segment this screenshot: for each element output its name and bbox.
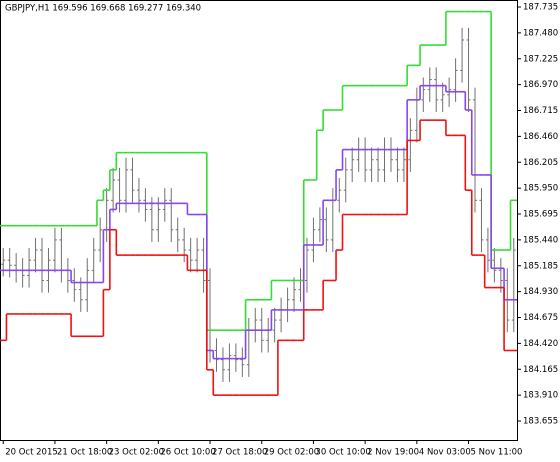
y-tick-label: 185.185 (523, 261, 558, 271)
x-tick-label: 23 Oct 02:00 (109, 448, 164, 458)
y-tick-label: 186.460 (523, 132, 558, 142)
y-tick-label: 187.735 (523, 3, 558, 13)
x-tick-label: 21 Oct 18:00 (57, 448, 112, 458)
x-tick-label: 5 Nov 11:00 (471, 448, 523, 458)
y-tick-label: 186.715 (523, 106, 558, 116)
x-tick-label: 30 Oct 10:00 (315, 448, 370, 458)
x-tick-label: 26 Oct 10:00 (160, 448, 215, 458)
y-tick-label: 185.695 (523, 210, 558, 220)
y-tick-label: 186.205 (523, 158, 558, 168)
y-tick-label: 184.165 (523, 365, 558, 375)
y-tick-label: 187.480 (523, 28, 558, 38)
y-tick-label: 185.440 (523, 235, 558, 245)
y-tick-label: 184.675 (523, 313, 558, 323)
x-tick-label: 4 Nov 03:00 (419, 448, 471, 458)
y-tick-label: 183.910 (523, 391, 558, 401)
y-tick-label: 183.655 (523, 417, 558, 427)
x-tick-label: 20 Oct 2015 (5, 448, 58, 458)
x-tick-label: 27 Oct 18:00 (212, 448, 267, 458)
chart-title: GBPJPY,H1 169.596 169.668 169.277 169.34… (5, 4, 201, 14)
y-tick-label: 184.420 (523, 339, 558, 349)
plot-frame (0, 0, 518, 441)
y-tick-label: 185.950 (523, 184, 558, 194)
x-tick-label: 2 Nov 19:00 (367, 448, 419, 458)
y-tick-label: 187.225 (523, 54, 558, 64)
x-tick-label: 29 Oct 02:00 (264, 448, 319, 458)
y-tick-label: 186.970 (523, 80, 558, 90)
y-tick-label: 184.930 (523, 287, 558, 297)
